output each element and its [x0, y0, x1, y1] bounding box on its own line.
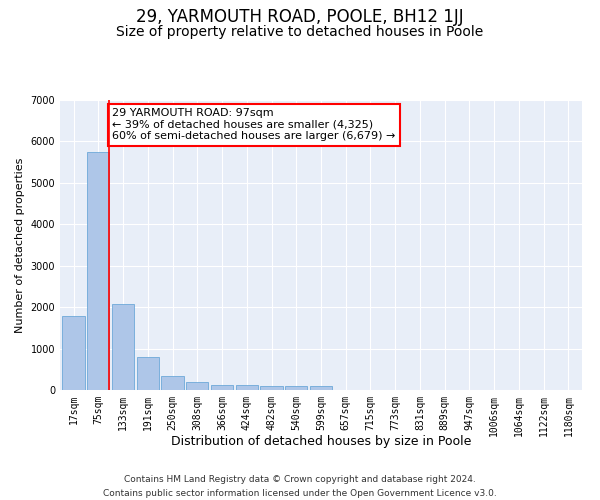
Bar [310, 386, 332, 390]
Bar [260, 386, 283, 390]
Text: Contains HM Land Registry data © Crown copyright and database right 2024.
Contai: Contains HM Land Registry data © Crown c… [103, 476, 497, 498]
Text: Size of property relative to detached houses in Poole: Size of property relative to detached ho… [116, 25, 484, 39]
Text: 29, YARMOUTH ROAD, POOLE, BH12 1JJ: 29, YARMOUTH ROAD, POOLE, BH12 1JJ [136, 8, 464, 26]
Y-axis label: Number of detached properties: Number of detached properties [15, 158, 25, 332]
Bar [87, 152, 109, 390]
Bar [236, 386, 258, 390]
Text: Distribution of detached houses by size in Poole: Distribution of detached houses by size … [171, 435, 471, 448]
Bar [161, 376, 184, 390]
Text: 29 YARMOUTH ROAD: 97sqm
← 39% of detached houses are smaller (4,325)
60% of semi: 29 YARMOUTH ROAD: 97sqm ← 39% of detache… [112, 108, 395, 142]
Bar [285, 386, 307, 390]
Bar [211, 385, 233, 390]
Bar [112, 304, 134, 390]
Bar [186, 382, 208, 390]
Bar [62, 316, 85, 390]
Bar [137, 357, 159, 390]
